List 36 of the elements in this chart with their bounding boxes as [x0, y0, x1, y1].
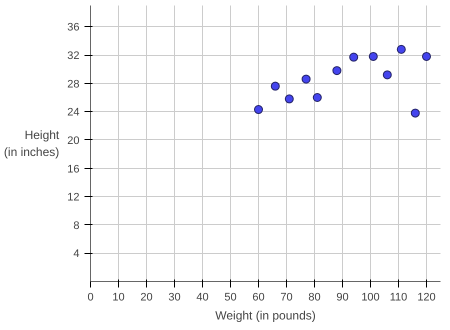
point [302, 74, 311, 84]
point [368, 52, 378, 61]
x-tick-label: 120 [417, 292, 436, 304]
y-tick-label: 20 [67, 134, 80, 147]
x-tick-label: 30 [168, 292, 181, 304]
y-tick-label: 24 [67, 106, 80, 119]
point [270, 82, 280, 91]
x-tick-label: 50 [224, 292, 237, 304]
x-tick-label: 10 [112, 292, 125, 304]
x-tick-label: 0 [87, 292, 94, 304]
y-tick-label: 4 [73, 248, 80, 260]
y-tick-label: 8 [73, 220, 80, 232]
y-axis-title: Height (in inches) [4, 128, 60, 159]
x-tick-label: 40 [196, 292, 209, 304]
x-tick-label: 110 [390, 292, 408, 304]
x-tick-label: 60 [252, 292, 265, 304]
point [382, 70, 392, 80]
y-tick-label: 36 [67, 22, 80, 34]
x-axis-title: Weight (in pounds) [215, 308, 316, 322]
x-tick-label: 100 [361, 292, 380, 304]
y-tick-label: 32 [67, 50, 80, 62]
point [312, 93, 322, 102]
x-tick-label: 80 [308, 292, 321, 304]
point [349, 52, 358, 62]
point [254, 105, 263, 114]
y-tick-label: 28 [67, 78, 80, 90]
point [410, 108, 420, 118]
point [396, 44, 406, 54]
point [284, 94, 294, 104]
y-tick-label: 16 [67, 163, 80, 176]
x-tick-label: 90 [336, 292, 349, 304]
point [422, 52, 431, 61]
x-tick-label: 70 [280, 292, 293, 304]
point [332, 66, 342, 76]
x-tick-label: 20 [140, 292, 153, 304]
y-tick-label: 12 [67, 192, 80, 204]
